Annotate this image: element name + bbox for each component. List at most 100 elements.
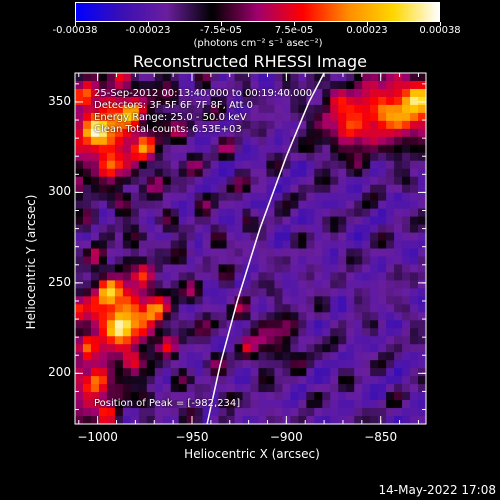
heatmap-cell [178,384,188,393]
heatmap-cell [130,88,140,98]
heatmap-cell [170,264,180,274]
heatmap-cell [194,112,204,122]
heatmap-cell [234,312,244,321]
heatmap-cell [210,416,220,425]
heatmap-cell [306,392,315,401]
heatmap-cell [266,152,276,162]
heatmap-cell [186,320,196,329]
heatmap-cell [370,384,379,393]
heatmap-cell [402,88,411,98]
y-tick-label: 200 [48,365,71,380]
heatmap-cell [298,224,307,234]
heatmap-cell [354,73,363,82]
heatmap-cell [394,256,403,266]
heatmap-cell [234,256,244,266]
heatmap-cell [290,216,299,226]
heatmap-cell [250,96,260,106]
heatmap-cell [322,112,331,122]
heatmap-cell [354,296,363,305]
heatmap-cell [170,240,180,250]
heatmap-cell [370,112,379,122]
heatmap-cell [122,328,132,337]
heatmap-cell [75,168,84,178]
heatmap-cell [362,288,371,297]
heatmap-cell [346,280,355,289]
heatmap-cell [290,184,299,194]
heatmap-cell [218,232,228,242]
heatmap-cell [114,176,124,186]
heatmap-cell [314,168,323,178]
heatmap-cell [186,144,196,154]
heatmap-cell [106,360,116,369]
heatmap-cell [418,176,427,186]
heatmap-cell [106,384,116,393]
heatmap-cell [258,304,268,313]
heatmap-cell [82,136,92,146]
heatmap-cell [82,384,92,393]
heatmap-cell [130,144,140,154]
heatmap-cell [82,272,92,282]
heatmap-cell [306,256,315,266]
heatmap-cell [82,312,92,321]
heatmap-cell [410,216,419,226]
heatmap-cell [346,320,355,329]
heatmap-cell [186,344,196,353]
heatmap-cell [154,320,164,329]
heatmap-cell [250,168,260,178]
heatmap-cell [282,176,291,186]
heatmap-cell [250,160,260,170]
heatmap-cell [114,256,124,266]
heatmap-cell [138,168,148,178]
heatmap-cell [170,208,180,218]
heatmap-cell [418,104,427,114]
heatmap-cell [258,256,268,266]
heatmap-cell [170,216,180,226]
heatmap-cell [186,328,196,337]
heatmap-cell [330,216,339,226]
heatmap-cell [290,256,299,266]
heatmap-cell [330,176,339,186]
heatmap-cell [402,256,411,266]
heatmap-cell [330,128,339,138]
heatmap-cell [210,80,220,90]
heatmap-cell [234,392,244,401]
heatmap-cell [410,256,419,266]
heatmap-cell [75,368,84,377]
heatmap-cell [410,184,419,194]
heatmap-cell [290,304,299,313]
heatmap-cell [114,136,124,146]
heatmap-cell [82,232,92,242]
heatmap-cell [154,360,164,369]
heatmap-cell [290,200,299,210]
heatmap-cell [138,296,148,305]
heatmap-cell [338,200,347,210]
heatmap-cell [410,320,419,329]
heatmap-cell [346,312,355,321]
heatmap-cell [306,208,315,218]
heatmap-cell [266,104,276,114]
heatmap-cell [82,264,92,274]
heatmap-cell [250,184,260,194]
heatmap-cell [170,80,180,90]
heatmap-cell [178,376,188,385]
heatmap-cell [138,392,148,401]
heatmap-cell [338,368,347,377]
heatmap-cell [402,328,411,337]
heatmap-cell [146,392,156,401]
heatmap-cell [386,416,395,425]
heatmap-cell [258,320,268,329]
heatmap-cell [378,176,387,186]
heatmap-cell [234,280,244,289]
heatmap-cell [418,73,427,82]
heatmap-cell [218,304,228,313]
heatmap-cell [306,200,315,210]
heatmap-cell [330,352,339,361]
heatmap-cell [186,416,196,425]
heatmap-cell [82,216,92,226]
heatmap-cell [162,73,172,82]
heatmap-cell [178,352,188,361]
heatmap-cell [410,272,419,282]
heatmap-cell [378,376,387,385]
heatmap-cell [298,304,307,313]
heatmap-cell [306,248,315,258]
